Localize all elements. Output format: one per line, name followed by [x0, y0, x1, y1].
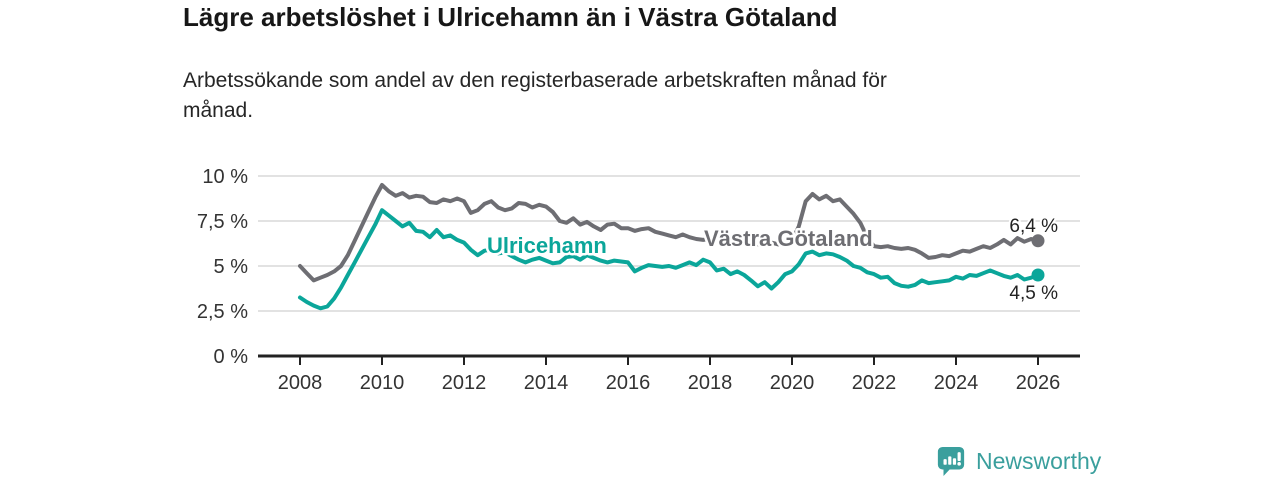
series-label-v-stra-g-taland: Västra Götaland	[704, 226, 873, 251]
y-tick-label: 7,5 %	[197, 211, 248, 233]
y-tick-label: 10 %	[202, 166, 248, 188]
y-tick-label: 5 %	[214, 256, 249, 278]
y-tick-label: 2,5 %	[197, 301, 248, 323]
x-tick-label: 2020	[770, 372, 815, 394]
brand-name: Newsworthy	[976, 447, 1102, 474]
chart-subtitle-line-1: Arbetssökande som andel av den registerb…	[183, 69, 887, 92]
end-dot-ulricehamn	[1031, 268, 1045, 282]
end-dot-v-stra-g-taland	[1031, 234, 1045, 248]
series-line-v-stra-g-taland	[298, 183, 1040, 283]
brand-footer: Newsworthy	[936, 444, 1101, 478]
x-tick-label: 2008	[278, 372, 323, 394]
x-tick-label: 2012	[442, 372, 487, 394]
end-value-label-ulricehamn: 4,5 %	[1009, 283, 1058, 304]
x-tick-label: 2014	[524, 372, 569, 394]
page-title: Lägre arbetslöshet i Ulricehamn än i Väs…	[183, 2, 838, 32]
end-value-label-v-stra-g-taland: 6,4 %	[1009, 216, 1058, 237]
x-tick-label: 2026	[1016, 372, 1061, 394]
chart-subtitle-line-2: månad.	[183, 99, 254, 122]
x-tick-label: 2022	[852, 372, 897, 394]
x-tick-label: 2010	[360, 372, 405, 394]
x-tick-label: 2016	[606, 372, 651, 394]
chart-subtitle: Arbetssökande som andel av den registerb…	[183, 66, 887, 126]
series-label-ulricehamn: Ulricehamn	[487, 233, 607, 258]
x-tick-label: 2018	[688, 372, 733, 394]
newsworthy-logo-icon	[937, 446, 965, 476]
x-tick-label: 2024	[934, 372, 979, 394]
series-line-ulricehamn	[298, 208, 1040, 311]
y-tick-label: 0 %	[214, 346, 249, 368]
